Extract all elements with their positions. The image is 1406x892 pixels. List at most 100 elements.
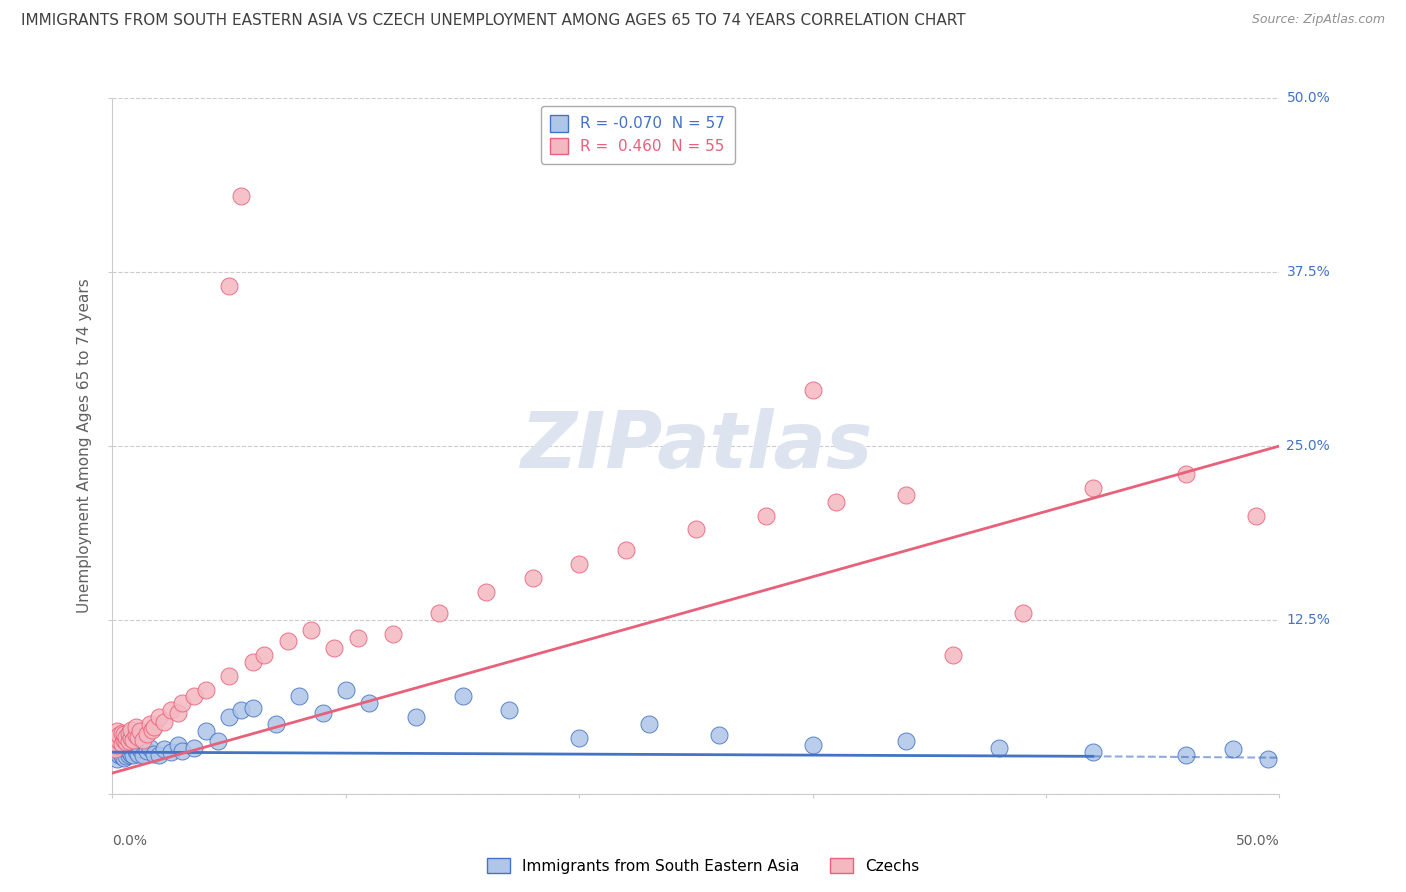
Point	[125, 720, 148, 734]
Text: IMMIGRANTS FROM SOUTH EASTERN ASIA VS CZECH UNEMPLOYMENT AMONG AGES 65 TO 74 YEA: IMMIGRANTS FROM SOUTH EASTERN ASIA VS CZ…	[21, 13, 966, 29]
Text: Source: ZipAtlas.com: Source: ZipAtlas.com	[1251, 13, 1385, 27]
Point	[111, 741, 134, 756]
Point	[118, 744, 141, 758]
Point	[218, 710, 240, 724]
Point	[172, 697, 194, 711]
Point	[112, 744, 135, 758]
Point	[475, 585, 498, 599]
Point	[112, 727, 135, 741]
Point	[120, 723, 142, 737]
Text: ZIPatlas: ZIPatlas	[520, 408, 872, 484]
Point	[988, 741, 1011, 756]
Point	[160, 703, 183, 717]
Point	[253, 648, 276, 662]
Point	[276, 633, 298, 648]
Point	[108, 747, 131, 762]
Point	[120, 747, 142, 761]
Point	[153, 742, 176, 756]
Point	[218, 279, 240, 293]
Point	[118, 742, 141, 756]
Point	[129, 724, 152, 739]
Point	[111, 749, 134, 764]
Point	[125, 744, 148, 758]
Point	[1257, 752, 1279, 766]
Point	[104, 742, 127, 756]
Point	[183, 741, 205, 756]
Point	[218, 668, 240, 682]
Point	[148, 710, 170, 724]
Point	[166, 706, 188, 721]
Point	[139, 741, 162, 756]
Point	[118, 725, 141, 739]
Point	[346, 631, 368, 645]
Point	[136, 727, 159, 741]
Point	[112, 750, 135, 764]
Point	[172, 744, 194, 758]
Text: 12.5%: 12.5%	[1286, 613, 1330, 627]
Point	[709, 728, 731, 742]
Point	[264, 717, 287, 731]
Point	[207, 734, 229, 748]
Point	[242, 655, 264, 669]
Point	[105, 752, 128, 766]
Point	[194, 682, 217, 697]
Point	[125, 728, 148, 742]
Point	[111, 737, 134, 751]
Point	[568, 558, 591, 572]
Point	[825, 494, 848, 508]
Point	[129, 742, 152, 756]
Point	[108, 734, 131, 748]
Point	[299, 623, 322, 637]
Point	[288, 690, 311, 704]
Legend: Immigrants from South Eastern Asia, Czechs: Immigrants from South Eastern Asia, Czec…	[481, 852, 925, 880]
Point	[115, 739, 138, 754]
Text: 37.5%: 37.5%	[1286, 265, 1330, 279]
Point	[136, 744, 159, 758]
Point	[112, 747, 135, 761]
Point	[111, 725, 134, 739]
Point	[894, 734, 917, 748]
Point	[122, 732, 145, 747]
Point	[127, 747, 149, 761]
Point	[1081, 745, 1104, 759]
Point	[139, 717, 162, 731]
Point	[120, 731, 142, 746]
Point	[125, 739, 148, 754]
Point	[359, 697, 381, 711]
Point	[311, 706, 333, 721]
Point	[685, 523, 707, 537]
Point	[1244, 508, 1267, 523]
Point	[194, 724, 217, 739]
Point	[755, 508, 778, 523]
Point	[108, 728, 131, 742]
Point	[522, 571, 544, 585]
Point	[153, 714, 176, 729]
Point	[104, 731, 127, 746]
Point	[614, 543, 637, 558]
Point	[498, 703, 520, 717]
Point	[127, 730, 149, 744]
Point	[335, 682, 357, 697]
Text: 50.0%: 50.0%	[1286, 91, 1330, 105]
Point	[1175, 467, 1198, 481]
Point	[323, 640, 346, 655]
Point	[143, 720, 166, 734]
Point	[381, 627, 404, 641]
Point	[568, 731, 591, 746]
Point	[229, 188, 252, 202]
Point	[115, 730, 138, 744]
Y-axis label: Unemployment Among Ages 65 to 74 years: Unemployment Among Ages 65 to 74 years	[77, 278, 93, 614]
Text: 50.0%: 50.0%	[1236, 834, 1279, 848]
Point	[160, 745, 183, 759]
Point	[229, 703, 252, 717]
Point	[451, 690, 474, 704]
Legend: R = -0.070  N = 57, R =  0.460  N = 55: R = -0.070 N = 57, R = 0.460 N = 55	[541, 106, 734, 163]
Point	[105, 738, 128, 752]
Point	[132, 732, 155, 747]
Point	[141, 723, 163, 737]
Point	[183, 690, 205, 704]
Point	[405, 710, 427, 724]
Text: 0.0%: 0.0%	[112, 834, 148, 848]
Point	[166, 738, 188, 752]
Point	[115, 749, 138, 764]
